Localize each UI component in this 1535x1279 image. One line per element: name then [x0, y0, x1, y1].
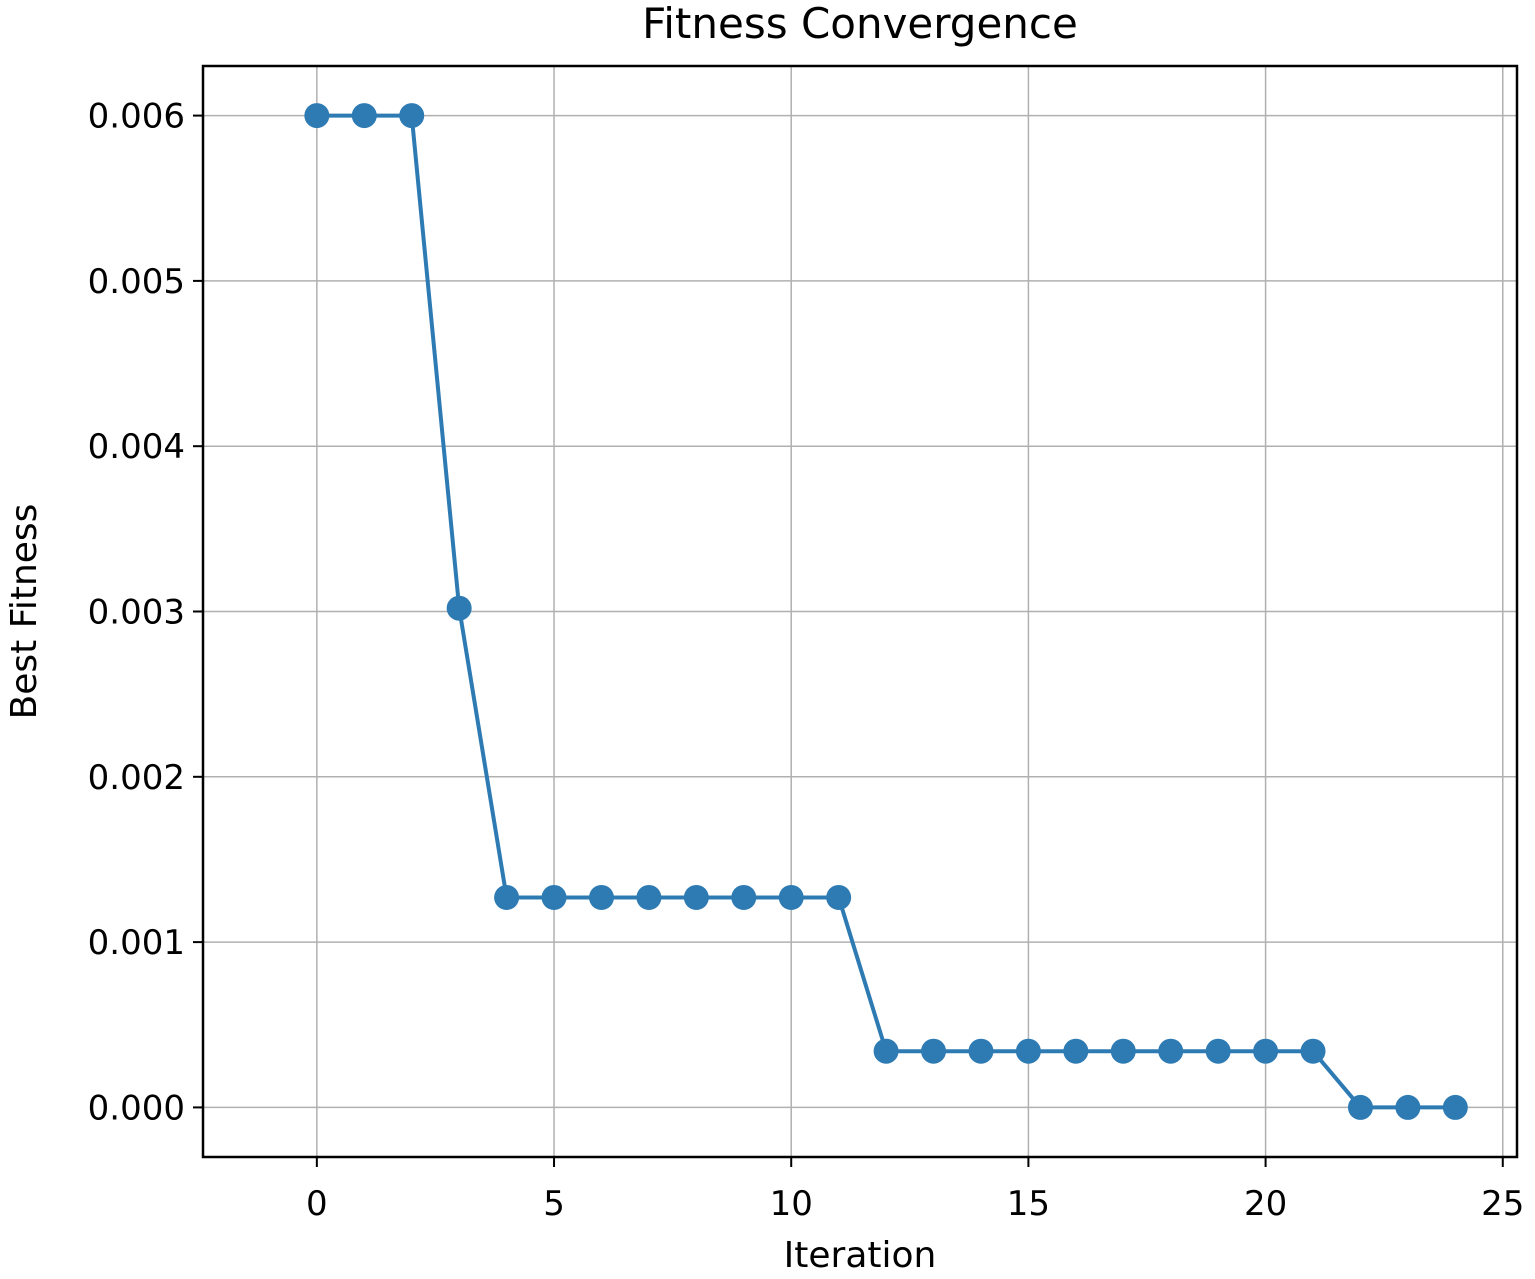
data-point: [1253, 1038, 1279, 1064]
data-point: [778, 884, 804, 910]
data-point: [1300, 1038, 1326, 1064]
x-tick-label: 25: [1481, 1184, 1524, 1224]
y-tick-label: 0.002: [88, 758, 185, 798]
data-point: [968, 1038, 994, 1064]
x-tick-label: 0: [306, 1184, 328, 1224]
ticks: 0 5 10 15 20 25 0.000 0.001 0.002 0.003 0.004 0.005…: [88, 97, 1525, 1224]
data-point: [921, 1038, 947, 1064]
data-point: [1205, 1038, 1231, 1064]
y-tick-label: 0.004: [88, 427, 185, 467]
y-tick-label: 0.000: [88, 1088, 185, 1128]
x-tick-label: 10: [770, 1184, 813, 1224]
data-point: [446, 595, 472, 621]
data-point: [399, 103, 425, 129]
data-point: [873, 1038, 899, 1064]
data-point: [494, 884, 520, 910]
y-tick-label: 0.005: [88, 262, 185, 302]
x-tick-label: 15: [1007, 1184, 1050, 1224]
data-point: [588, 884, 614, 910]
data-point: [636, 884, 662, 910]
data-point: [1158, 1038, 1184, 1064]
data-point: [541, 884, 567, 910]
data-point: [826, 884, 852, 910]
data-point: [731, 884, 757, 910]
data-point: [1442, 1094, 1468, 1120]
x-tick-label: 20: [1244, 1184, 1287, 1224]
data-point: [1395, 1094, 1421, 1120]
y-axis-label: Best Fitness: [4, 504, 45, 720]
chart-title: Fitness Convergence: [642, 0, 1078, 48]
y-tick-label: 0.006: [88, 97, 185, 137]
data-point: [1015, 1038, 1041, 1064]
data-point: [683, 884, 709, 910]
data-point: [1110, 1038, 1136, 1064]
y-tick-label: 0.003: [88, 593, 185, 633]
series-layer: [304, 103, 1468, 1120]
data-point: [351, 103, 377, 129]
y-tick-label: 0.001: [88, 923, 185, 963]
data-point: [304, 103, 330, 129]
x-tick-label: 5: [543, 1184, 565, 1224]
data-point: [1063, 1038, 1089, 1064]
x-axis-label: Iteration: [784, 1235, 937, 1276]
grid: [203, 66, 1517, 1157]
data-point: [1347, 1094, 1373, 1120]
